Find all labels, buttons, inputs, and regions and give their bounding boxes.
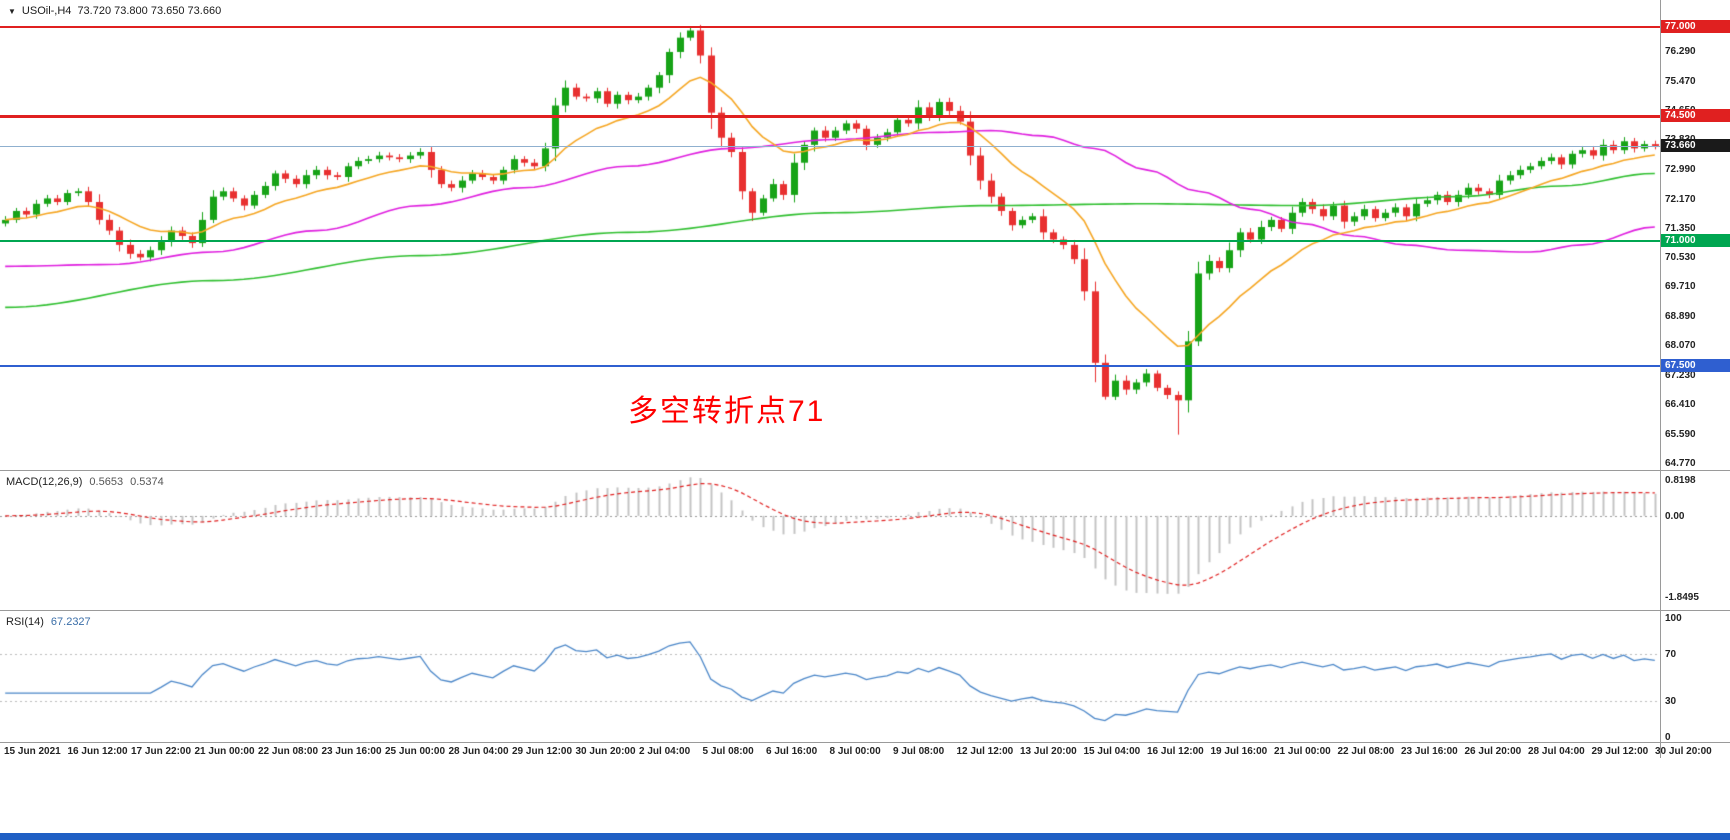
macd-signal-value: 0.5374 xyxy=(130,476,164,488)
price-tick-label: 70.530 xyxy=(1665,252,1696,264)
price-tick-label: 68.890 xyxy=(1665,310,1696,322)
time-axis-label: 26 Jul 20:00 xyxy=(1464,746,1522,757)
horizontal-line-71[interactable] xyxy=(0,240,1660,243)
price-scale-column xyxy=(1661,0,1730,758)
price-badge-74.500[interactable]: 74.500 xyxy=(1661,109,1730,123)
time-axis-label: 29 Jul 12:00 xyxy=(1591,746,1649,757)
price-badge-71.000[interactable]: 71.000 xyxy=(1661,234,1730,248)
price-tick-label: 65.590 xyxy=(1665,428,1696,440)
price-tick-label: 68.070 xyxy=(1665,340,1696,351)
time-axis-label: 19 Jul 16:00 xyxy=(1210,746,1268,757)
time-axis-label: 5 Jul 08:00 xyxy=(702,746,754,757)
macd-indicator-label: MACD(12,26,9) 0.5653 0.5374 xyxy=(6,476,164,488)
chart-text-annotation: 多空转折点71 xyxy=(628,395,826,428)
time-axis-label: 17 Jun 22:00 xyxy=(131,746,192,757)
price-tick-label: 72.170 xyxy=(1665,193,1696,205)
rsi-scale-label: 100 xyxy=(1665,613,1682,624)
horizontal-line-74.5[interactable] xyxy=(0,114,1660,118)
time-axis-label: 30 Jul 20:00 xyxy=(1655,746,1712,757)
price-tick-label: 66.410 xyxy=(1665,399,1696,411)
rsi-name: RSI(14) xyxy=(6,616,44,628)
price-scale-border xyxy=(1660,0,1661,758)
price-badge-77.000[interactable]: 77.000 xyxy=(1661,19,1730,33)
time-axis-label: 15 Jul 04:00 xyxy=(1083,746,1141,757)
rsi-scale-label: 30 xyxy=(1665,696,1677,708)
price-badge-67.500[interactable]: 67.500 xyxy=(1661,359,1730,373)
time-axis-label: 21 Jul 00:00 xyxy=(1274,746,1331,757)
rsi-value: 67.2327 xyxy=(50,616,91,628)
horizontal-line-77[interactable] xyxy=(0,25,1660,28)
quote-ohlc-values: 73.720 73.800 73.650 73.660 xyxy=(77,5,222,17)
panel-separator-rsi[interactable] xyxy=(0,610,1730,611)
rsi-indicator-label: RSI(14) 67.2327 xyxy=(6,616,91,628)
price-tick-label: 67.230 xyxy=(1665,370,1696,382)
time-axis-label: 2 Jul 04:00 xyxy=(639,746,691,757)
time-axis-label: 15 Jun 2021 xyxy=(4,746,61,757)
time-axis-label: 28 Jun 04:00 xyxy=(448,746,509,757)
panel-separator-macd[interactable] xyxy=(0,470,1730,471)
rsi-scale-label: 70 xyxy=(1665,648,1677,660)
macd-name: MACD(12,26,9) xyxy=(6,476,83,488)
horizontal-line-73.66[interactable] xyxy=(0,145,1660,147)
time-axis-label: 30 Jun 20:00 xyxy=(575,746,636,757)
macd-scale-label: -1.8495 xyxy=(1665,592,1699,603)
price-tick-label: 76.290 xyxy=(1665,46,1696,58)
macd-scale-label: 0.8198 xyxy=(1665,474,1696,486)
time-axis-label: 29 Jun 12:00 xyxy=(512,746,573,757)
time-axis-label: 21 Jun 00:00 xyxy=(194,746,255,757)
time-axis-label: 23 Jun 16:00 xyxy=(321,746,382,757)
time-axis-label: 8 Jul 00:00 xyxy=(829,746,881,757)
time-axis-label: 12 Jul 12:00 xyxy=(956,746,1014,757)
time-axis-label: 28 Jul 04:00 xyxy=(1528,746,1585,757)
symbol-timeframe-label: USOil-,H4 xyxy=(21,5,72,17)
time-axis-label: 22 Jun 08:00 xyxy=(258,746,319,757)
price-tick-label: 64.770 xyxy=(1665,457,1696,469)
symbol-dropdown-icon[interactable]: ▼ xyxy=(8,6,16,16)
time-axis-label: 22 Jul 08:00 xyxy=(1337,746,1395,757)
price-tick-label: 72.990 xyxy=(1665,164,1696,176)
time-axis-border xyxy=(0,742,1730,743)
time-axis-label: 25 Jun 00:00 xyxy=(385,746,446,757)
rsi-scale-label: 0 xyxy=(1665,732,1671,743)
time-axis-label: 23 Jul 16:00 xyxy=(1401,746,1458,757)
symbol-quote-bar: ▼ USOil-,H4 73.720 73.800 73.650 73.660 xyxy=(8,5,221,17)
time-axis-label: 9 Jul 08:00 xyxy=(893,746,945,757)
price-tick-label: 75.470 xyxy=(1665,75,1696,87)
price-tick-label: 71.350 xyxy=(1665,222,1696,234)
time-axis-label: 6 Jul 16:00 xyxy=(766,746,818,757)
macd-main-value: 0.5653 xyxy=(89,476,124,488)
horizontal-line-67.5[interactable] xyxy=(0,365,1660,368)
macd-scale-label: 0.00 xyxy=(1665,510,1685,522)
bottom-bar xyxy=(0,833,1730,840)
price-tick-label: 69.710 xyxy=(1665,281,1696,293)
time-axis-label: 16 Jun 12:00 xyxy=(67,746,128,757)
chart-canvas[interactable] xyxy=(0,0,1660,758)
time-axis-label: 16 Jul 12:00 xyxy=(1147,746,1204,757)
time-axis-label: 13 Jul 20:00 xyxy=(1020,746,1077,757)
price-badge-73.660[interactable]: 73.660 xyxy=(1661,139,1730,153)
